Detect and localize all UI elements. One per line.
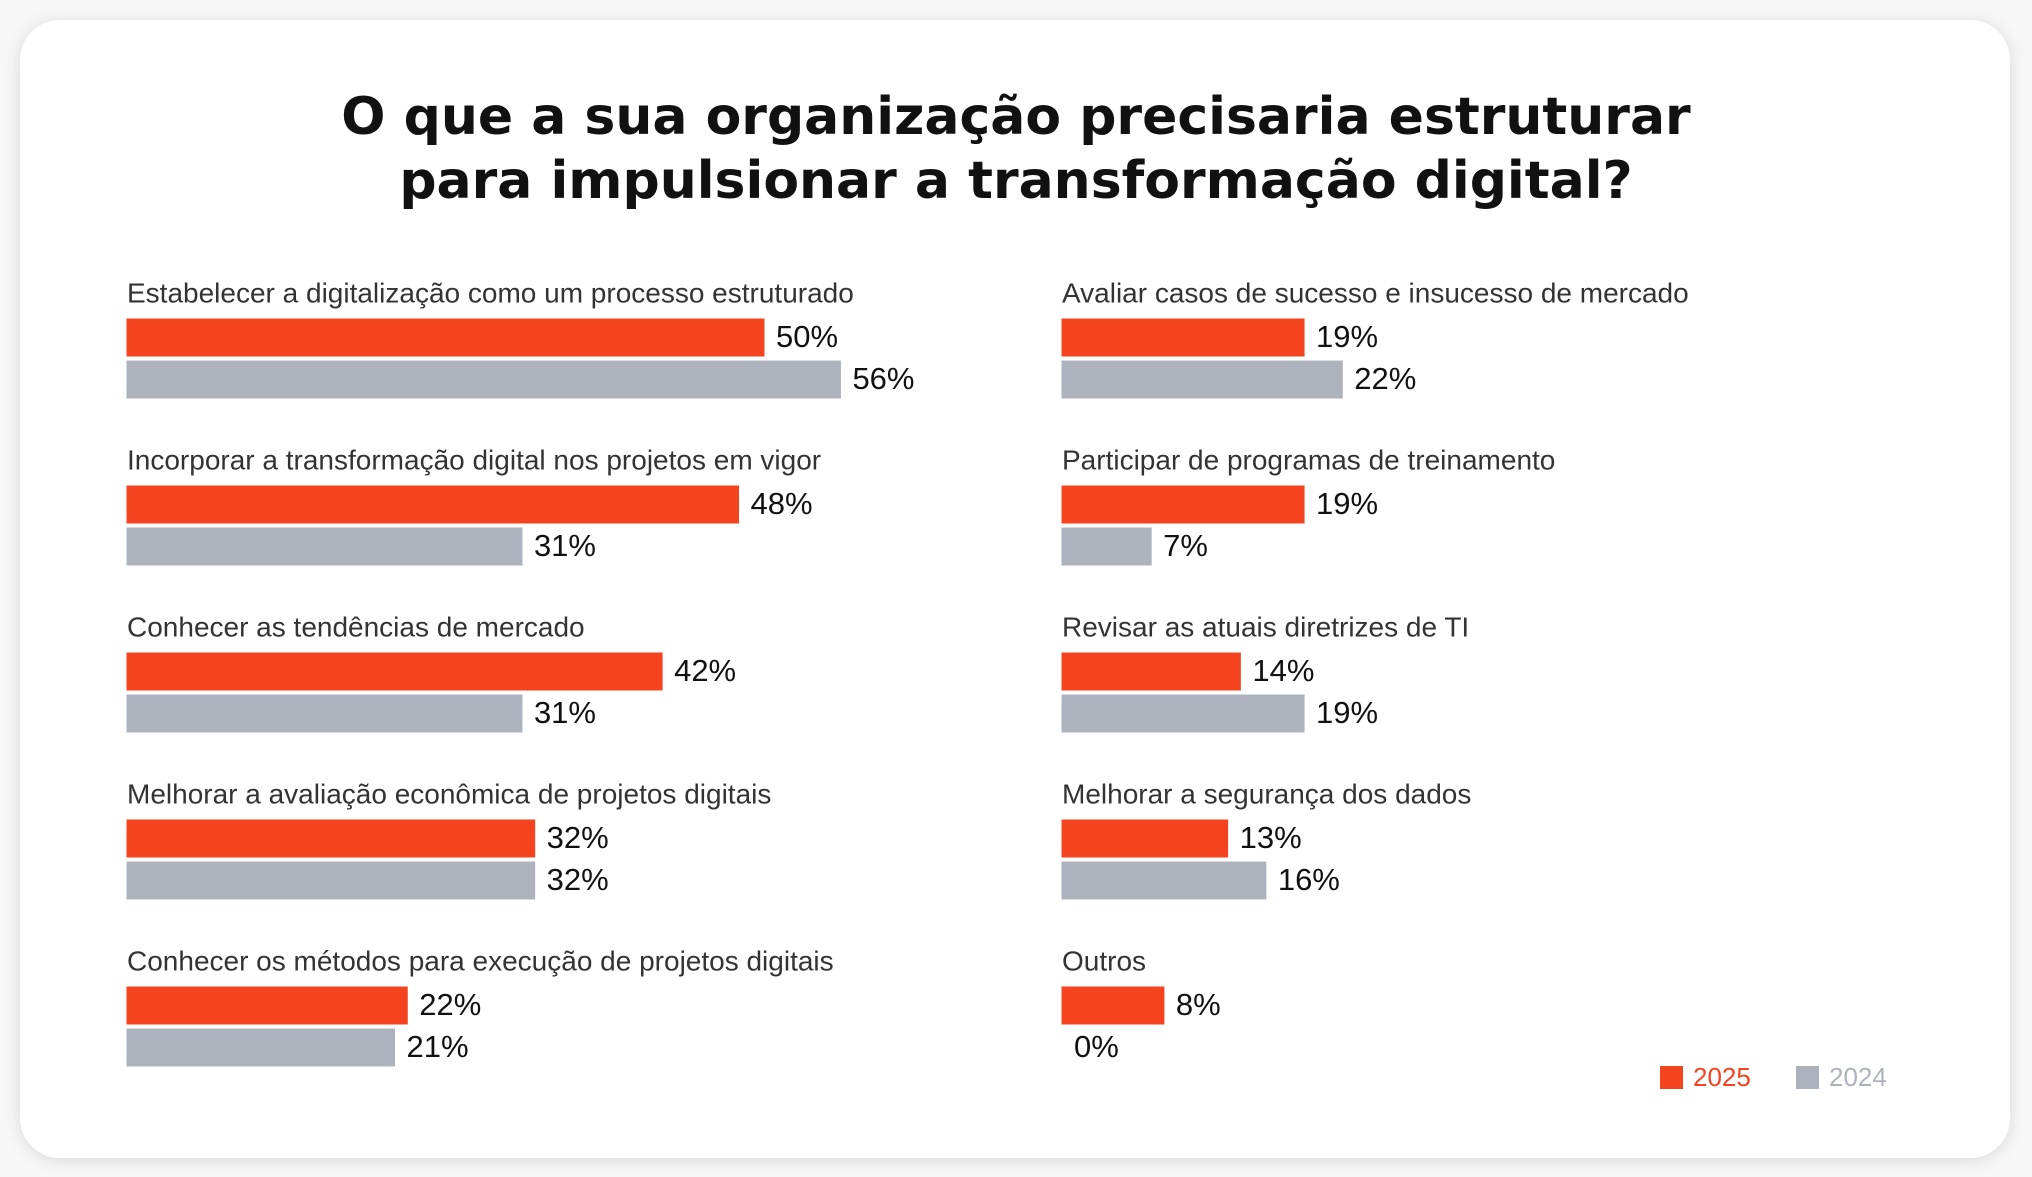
value-label: 42% [674, 653, 736, 688]
value-label: 19% [1316, 695, 1378, 730]
category-label: Conhecer as tendências de mercado [127, 611, 585, 642]
value-label: 56% [852, 361, 914, 396]
bar [126, 694, 523, 733]
bar [126, 861, 536, 900]
bar [1061, 318, 1305, 357]
bar [126, 652, 663, 691]
value-label: 50% [776, 319, 838, 354]
bar [126, 485, 740, 524]
value-label: 7% [1163, 528, 1208, 563]
value-label: 13% [1240, 820, 1302, 855]
bar [1061, 819, 1229, 858]
bar [126, 527, 523, 566]
category-label: Melhorar a segurança dos dados [1062, 778, 1471, 809]
bar [126, 819, 536, 858]
value-label: 22% [1354, 361, 1416, 396]
category-label: Estabelecer a digitalização como um proc… [127, 277, 854, 308]
bar [1061, 527, 1152, 566]
value-label: 32% [547, 820, 609, 855]
value-label: 21% [407, 1029, 469, 1064]
category-label: Incorporar a transformação digital nos p… [127, 444, 821, 475]
bar [1061, 694, 1305, 733]
legend-label: 2025 [1693, 1062, 1751, 1092]
category-label: Outros [1062, 945, 1146, 976]
category-label: Participar de programas de treinamento [1062, 444, 1555, 475]
bar [1061, 485, 1305, 524]
bar [126, 986, 408, 1025]
legend-swatch [1796, 1066, 1819, 1089]
bar [1061, 861, 1267, 900]
value-label: 31% [534, 695, 596, 730]
value-label: 48% [751, 486, 813, 521]
bar [126, 360, 841, 399]
legend-swatch [1660, 1066, 1683, 1089]
category-label: Revisar as atuais diretrizes de TI [1062, 611, 1469, 642]
category-label: Avaliar casos de sucesso e insucesso de … [1062, 277, 1689, 308]
bar [1061, 360, 1343, 399]
value-label: 14% [1252, 653, 1314, 688]
category-label: Melhorar a avaliação econômica de projet… [127, 778, 771, 809]
bar [126, 1028, 396, 1067]
value-label: 0% [1074, 1029, 1119, 1064]
value-label: 16% [1278, 862, 1340, 897]
category-label: Conhecer os métodos para execução de pro… [127, 945, 834, 976]
legend-label: 2024 [1829, 1062, 1887, 1092]
bar [126, 318, 765, 357]
value-label: 22% [419, 987, 481, 1022]
value-label: 19% [1316, 319, 1378, 354]
value-label: 19% [1316, 486, 1378, 521]
bar [1061, 652, 1241, 691]
value-label: 8% [1176, 987, 1221, 1022]
chart-title: O que a sua organização precisaria estru… [341, 87, 1691, 211]
value-label: 31% [534, 528, 596, 563]
bar [1061, 986, 1165, 1025]
value-label: 32% [547, 862, 609, 897]
